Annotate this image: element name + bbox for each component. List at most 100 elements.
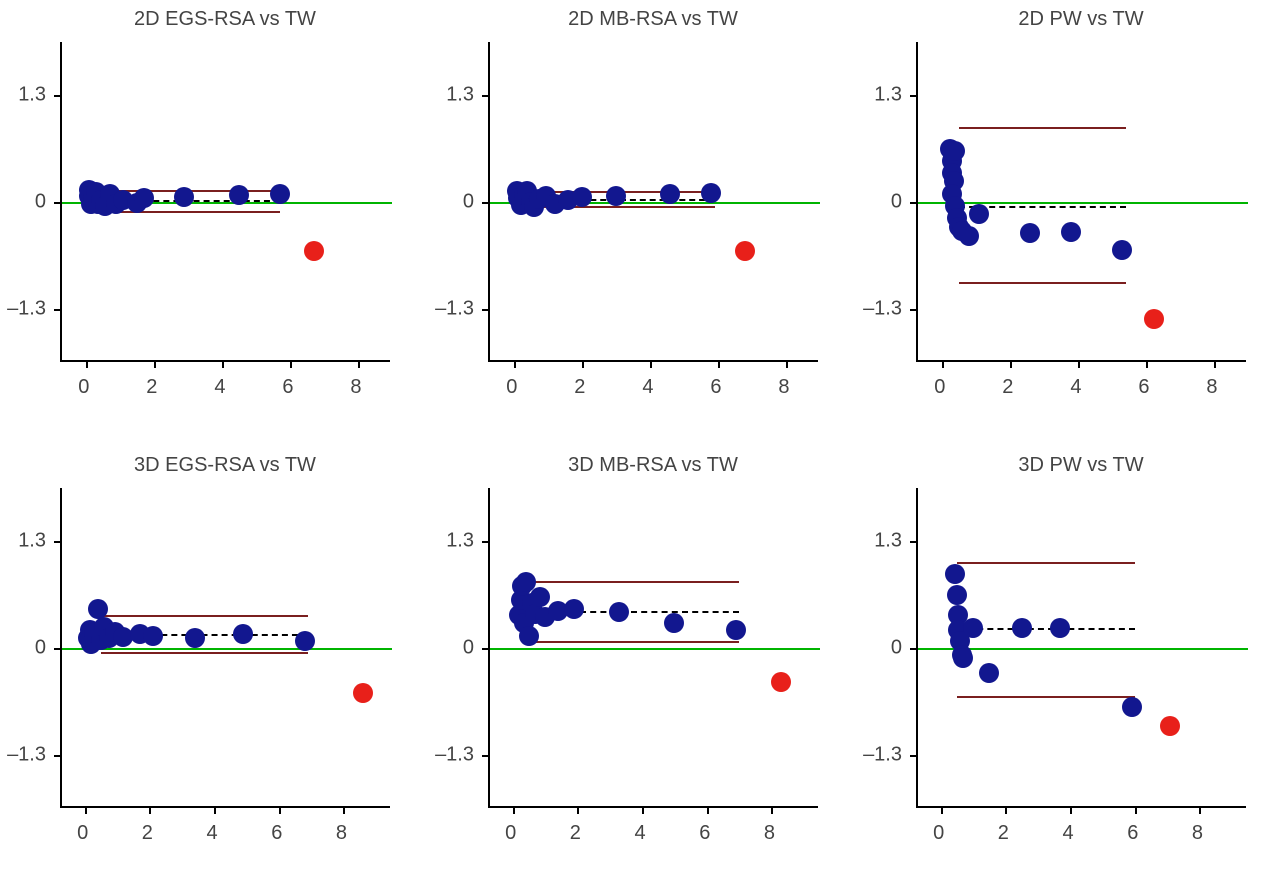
- y-tick-label: 0: [846, 637, 902, 660]
- x-tick-mark: [1078, 360, 1080, 368]
- x-tick-mark: [343, 806, 345, 814]
- x-tick-mark: [1070, 806, 1072, 814]
- y-tick-label: 0: [0, 637, 46, 660]
- loa-lo-line: [959, 282, 1126, 284]
- x-tick-mark: [718, 360, 720, 368]
- y-tick-mark: [54, 202, 62, 204]
- x-tick-label: 2: [1002, 376, 1013, 399]
- y-tick-label: –1.3: [0, 743, 46, 766]
- x-tick-mark: [582, 360, 584, 368]
- x-tick-mark: [149, 806, 151, 814]
- x-tick-label: 6: [1127, 822, 1138, 845]
- data-point-blue: [1112, 240, 1132, 260]
- y-tick-label: –1.3: [418, 297, 474, 320]
- x-tick-label: 4: [1062, 822, 1073, 845]
- data-point-blue: [726, 620, 746, 640]
- panel-p5: 3D MB-RSA vs TW02468–1.301.3: [488, 488, 818, 808]
- data-point-blue: [1020, 223, 1040, 243]
- data-point-red: [1144, 309, 1164, 329]
- x-tick-mark: [154, 360, 156, 368]
- data-point-blue: [564, 599, 584, 619]
- loa-lo-line: [957, 696, 1135, 698]
- bland-altman-grid: 2D EGS-RSA vs TW 0 2 4 6 8 –1.3 0 1.3 2D MB-RSA v…: [0, 0, 1280, 893]
- x-tick-mark: [358, 360, 360, 368]
- x-tick-label: 8: [778, 376, 789, 399]
- data-point-red: [1160, 716, 1180, 736]
- panel-title: 2D EGS-RSA vs TW: [60, 8, 390, 31]
- x-tick-mark: [1199, 806, 1201, 814]
- data-point-blue: [572, 187, 592, 207]
- x-tick-mark: [86, 360, 88, 368]
- x-tick-label: 6: [1138, 376, 1149, 399]
- panel-p2: 2D MB-RSA vs TW02468–1.301.3: [488, 42, 818, 362]
- zero-line: [918, 202, 1248, 204]
- x-tick-label: 6: [271, 822, 282, 845]
- x-tick-mark: [279, 806, 281, 814]
- data-point-blue: [609, 602, 629, 622]
- x-tick-label: 4: [1070, 376, 1081, 399]
- y-tick-mark: [910, 95, 918, 97]
- zero-line: [490, 648, 820, 650]
- y-tick-label: –1.3: [418, 743, 474, 766]
- x-tick-mark: [222, 360, 224, 368]
- y-tick-label: –1.3: [846, 297, 902, 320]
- x-tick-mark: [577, 806, 579, 814]
- data-point-blue: [945, 564, 965, 584]
- loa-lo-line: [103, 211, 280, 213]
- x-tick-label: 8: [336, 822, 347, 845]
- x-tick-label: 4: [634, 822, 645, 845]
- x-tick-mark: [290, 360, 292, 368]
- y-tick-label: 1.3: [418, 530, 474, 553]
- x-tick-mark: [1010, 360, 1012, 368]
- panel-title: 3D MB-RSA vs TW: [488, 454, 818, 477]
- y-tick-mark: [482, 541, 490, 543]
- loa-hi-line: [957, 562, 1135, 564]
- loa-lo-line: [529, 641, 739, 643]
- loa-lo-line: [101, 652, 308, 654]
- panel-p3: 2D PW vs TW02468–1.301.3: [916, 42, 1246, 362]
- x-tick-label: 2: [570, 822, 581, 845]
- x-tick-mark: [642, 806, 644, 814]
- plot-area: [60, 488, 390, 808]
- panel-title: 3D PW vs TW: [916, 454, 1246, 477]
- data-point-red: [735, 241, 755, 261]
- y-tick-label: 0: [418, 191, 474, 214]
- y-tick-label: –1.3: [846, 743, 902, 766]
- data-point-blue: [953, 648, 973, 668]
- y-tick-mark: [54, 95, 62, 97]
- y-tick-mark: [910, 755, 918, 757]
- x-tick-label: 0: [933, 822, 944, 845]
- data-point-blue: [701, 183, 721, 203]
- x-tick-label: 2: [142, 822, 153, 845]
- data-point-blue: [134, 188, 154, 208]
- x-tick-mark: [650, 360, 652, 368]
- data-point-blue: [233, 624, 253, 644]
- x-tick-label: 0: [78, 376, 89, 399]
- data-point-blue: [270, 184, 290, 204]
- x-tick-label: 8: [350, 376, 361, 399]
- x-tick-label: 4: [206, 822, 217, 845]
- data-point-red: [771, 672, 791, 692]
- mean-line: [957, 628, 1135, 630]
- y-tick-mark: [54, 648, 62, 650]
- data-point-blue: [1012, 618, 1032, 638]
- x-tick-mark: [1135, 806, 1137, 814]
- y-tick-mark: [482, 755, 490, 757]
- x-tick-label: 4: [214, 376, 225, 399]
- y-tick-mark: [482, 648, 490, 650]
- panel-title: 2D MB-RSA vs TW: [488, 8, 818, 31]
- x-tick-label: 6: [699, 822, 710, 845]
- y-tick-mark: [910, 202, 918, 204]
- data-point-blue: [1122, 697, 1142, 717]
- data-point-blue: [143, 626, 163, 646]
- x-tick-label: 6: [282, 376, 293, 399]
- x-tick-mark: [85, 806, 87, 814]
- zero-line: [62, 648, 392, 650]
- y-tick-mark: [910, 309, 918, 311]
- data-point-blue: [969, 204, 989, 224]
- panel-p6: 3D PW vs TW02468–1.301.3: [916, 488, 1246, 808]
- plot-area: [916, 42, 1246, 362]
- y-tick-mark: [910, 541, 918, 543]
- data-point-blue: [1050, 618, 1070, 638]
- x-tick-label: 2: [574, 376, 585, 399]
